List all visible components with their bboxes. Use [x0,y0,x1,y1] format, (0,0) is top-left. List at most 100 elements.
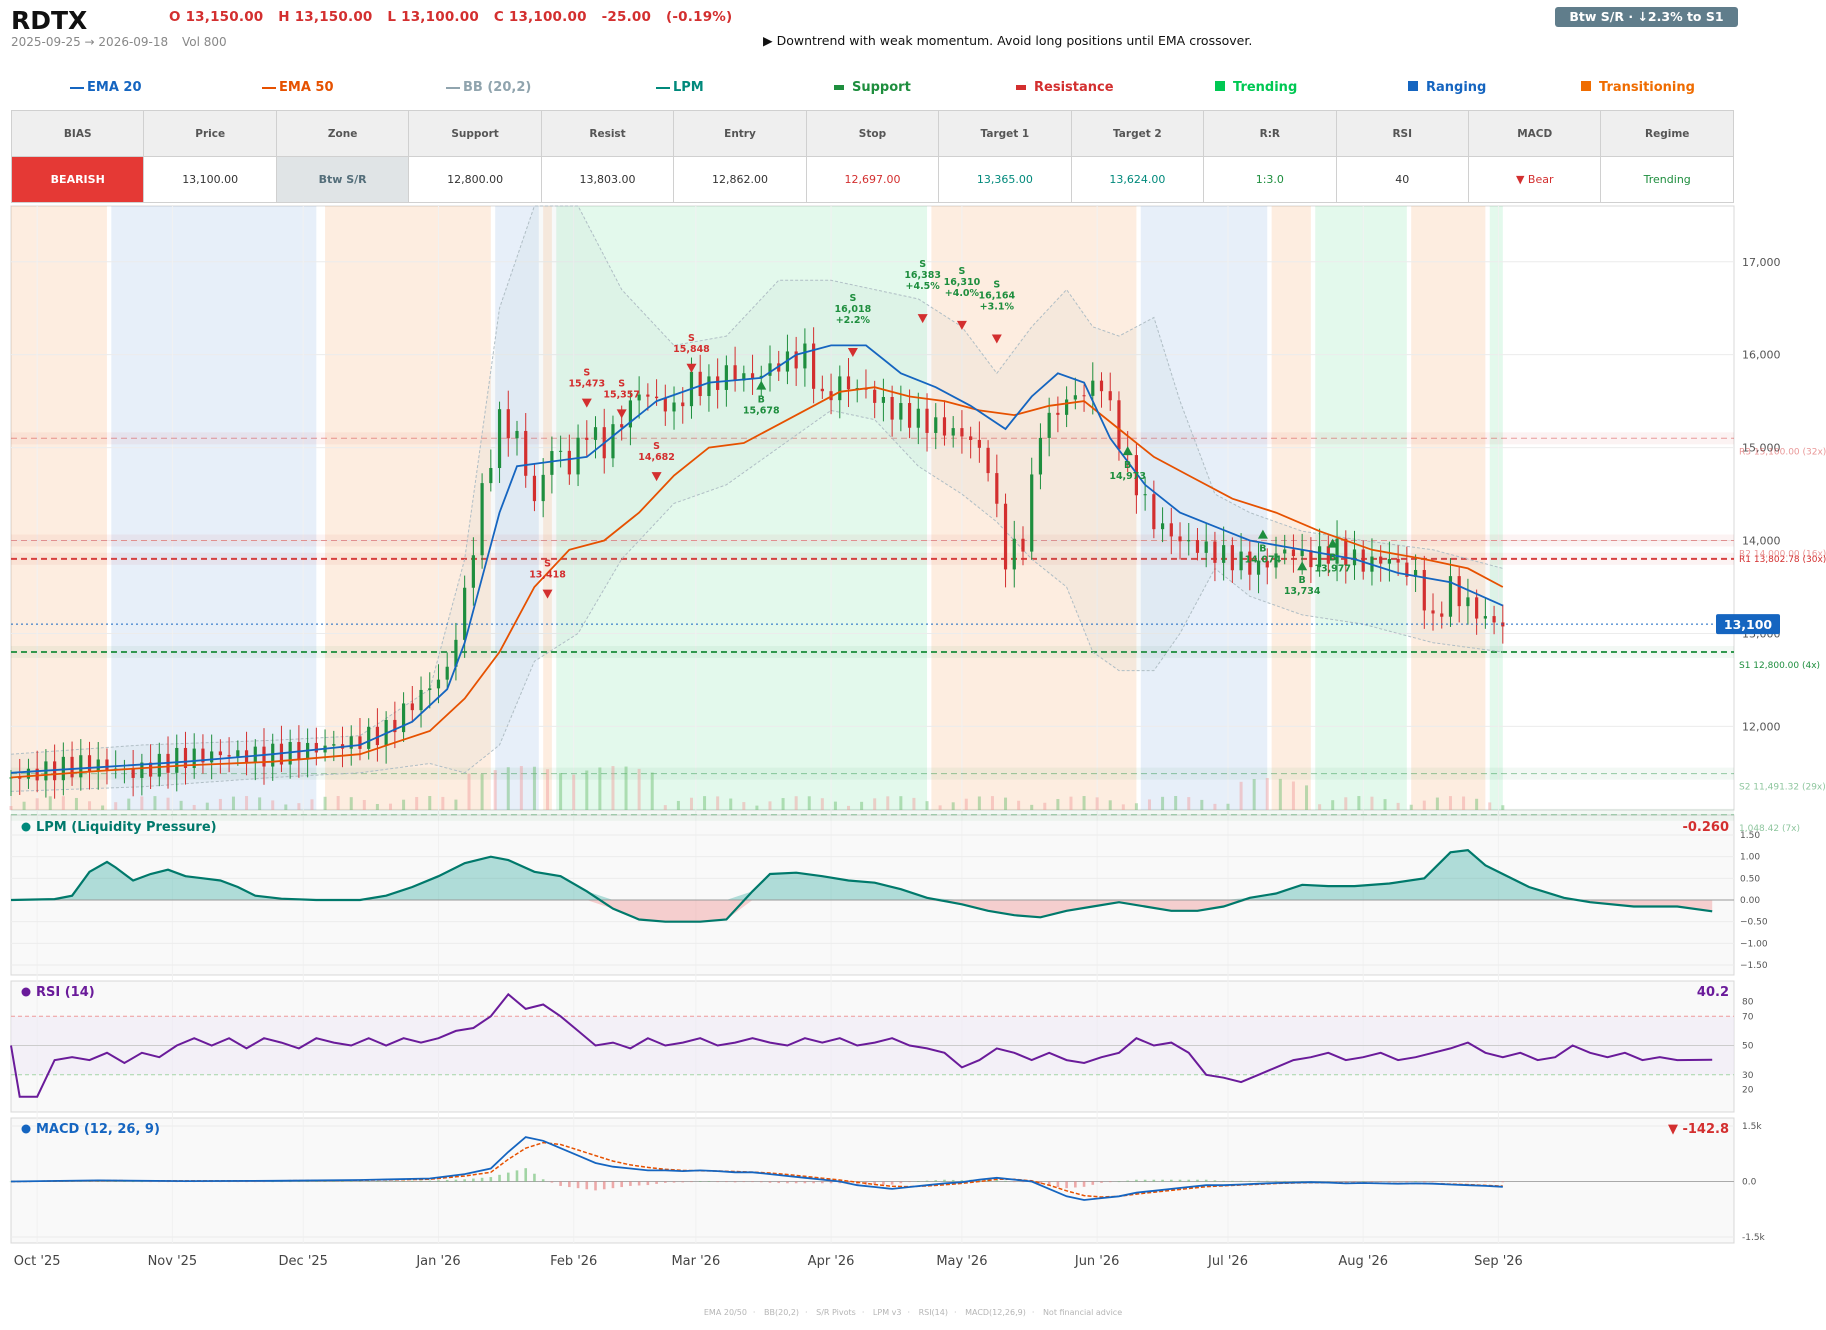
volume-bar [729,798,733,810]
macd-histogram-bar [1344,1181,1348,1183]
volume-bar [860,801,864,810]
legend-lpm[interactable]: LPM [656,80,704,95]
legend-ema20[interactable]: EMA 20 [70,80,142,95]
candle-body [497,409,502,469]
volume-bar [349,797,353,810]
candle-body [140,762,144,778]
macd-histogram-bar [1100,1181,1103,1183]
macd-histogram-bar [1335,1181,1339,1183]
low-value: L 13,100.00 [387,9,479,25]
macd-histogram-bar [899,1181,903,1184]
macd-histogram-bar [1492,1181,1496,1183]
signal-table: BIAS Price Zone Support Resist Entry Sto… [10,110,1734,203]
macd-histogram-bar [1222,1180,1225,1182]
signal-price-label: 15,473 [568,379,605,390]
candle-body [480,483,484,556]
buy-signal-marker [1257,529,1268,539]
signal-side-label: S [544,559,551,570]
legend-ema50[interactable]: EMA 50 [262,80,334,95]
signal-table-header: BIAS Price Zone Support Resist Entry Sto… [10,110,1734,157]
candle-body [1134,455,1139,496]
volume-text: Vol 800 [182,35,227,49]
macd-histogram-bar [445,1179,449,1182]
legend-resistance[interactable]: Resistance [1016,80,1114,95]
legend-transitioning[interactable]: Transitioning [1581,80,1695,95]
legend-bb[interactable]: BB (20,2) [446,80,531,95]
candle-body [698,371,702,397]
macd-tick-label: -1.5k [1742,1233,1766,1243]
macd-histogram-bar [1388,1181,1391,1183]
regime-band [1315,206,1407,810]
candle-body [9,777,13,779]
candle-body [375,726,380,746]
col-header: Support [408,110,542,157]
macd-histogram-bar [288,1181,292,1183]
volume-bar [1278,778,1282,810]
macd-histogram-bar [925,1180,929,1182]
legend-label: LPM [673,80,704,95]
candle-body [873,389,877,403]
volume-bar [415,796,419,810]
candle-body [1012,538,1016,570]
legend-square-icon [1408,81,1418,91]
legend-label: Resistance [1034,80,1114,95]
signal-price-label: 13,977 [1314,564,1351,575]
volume-bar [231,796,235,810]
x-tick-label: Feb '26 [550,1254,597,1269]
macd-histogram-bar [1422,1181,1426,1183]
candle-body [724,365,728,390]
volume-bar [768,801,772,810]
macd-histogram-bar [1012,1181,1016,1183]
level-zone [11,534,1734,547]
candle-body [262,746,266,767]
candle-body [812,343,816,389]
legend-trending[interactable]: Trending [1215,80,1297,95]
candle-body [1483,616,1487,619]
volume-bar [938,805,942,810]
volume-bar [218,798,222,810]
candle-body [1003,503,1008,570]
macd-histogram-bar [1135,1179,1138,1182]
macd-histogram-bar [1283,1180,1287,1182]
macd-histogram-bar [1039,1181,1042,1185]
chart-legend: EMA 20 EMA 50 BB (20,2) LPM Support Resi… [0,80,1760,98]
candle-body [1361,549,1365,572]
volume-bar [1095,797,1099,810]
sell-signal-marker [616,409,627,419]
macd-histogram-bar [472,1178,475,1182]
volume-bar [1226,803,1230,810]
macd-histogram-bar [79,1181,83,1182]
legend-support[interactable]: Support [834,80,911,95]
bollinger-fill [11,206,1503,792]
multi-panel-chart[interactable]: 12,00013,00014,00015,00016,00017,000Oct … [0,200,1826,1300]
lpm-tick-label: 1.50 [1740,831,1760,841]
macd-histogram-bar [1187,1179,1191,1182]
col-header: Target 1 [938,110,1072,157]
x-tick-label: Oct '25 [14,1254,61,1269]
change-value: -25.00 [601,9,652,25]
candle-body [183,747,188,768]
macd-histogram-bar [759,1181,763,1183]
macd-histogram-bar [908,1181,911,1183]
volume-bar [873,798,877,810]
candle-body [1352,549,1357,566]
col-header: Stop [805,110,940,157]
level-label: R3 15,100.00 (32x) [1739,447,1826,457]
macd-histogram-bar [917,1181,920,1182]
volume-bar [271,800,275,810]
volume-bar [388,803,392,810]
volume-bar [127,798,131,810]
legend-ranging[interactable]: Ranging [1408,80,1486,95]
signal-side-label: B [1329,553,1336,564]
volume-bar [1331,800,1335,810]
volume-bar [454,799,458,810]
macd-histogram-bar [995,1179,999,1182]
macd-histogram-bar [681,1181,685,1183]
macd-histogram-bar [323,1181,327,1182]
signal-price-label: 16,310 [944,277,981,288]
macd-histogram-bar [855,1181,859,1186]
macd-histogram-bar [1239,1180,1243,1182]
candle-body [1091,380,1095,396]
col-header: Regime [1600,110,1734,157]
candle-body [1021,538,1025,552]
